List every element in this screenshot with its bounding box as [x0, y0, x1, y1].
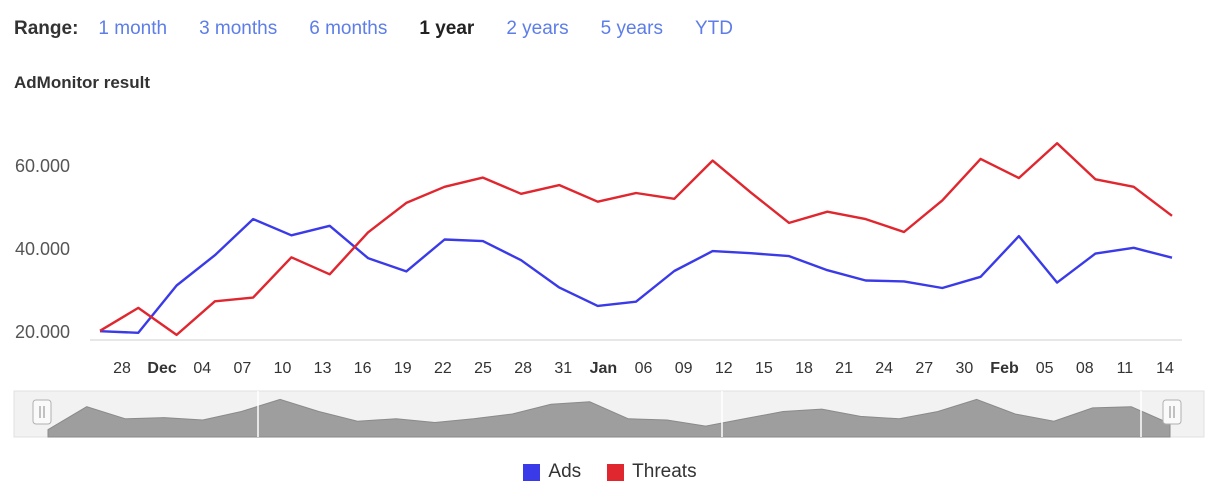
series-line-ads[interactable]	[99, 217, 1173, 334]
x-tick-label: 13	[314, 360, 332, 377]
range-label: Range:	[14, 18, 79, 39]
y-tick-label: 60.000	[15, 156, 70, 176]
x-tick-label: 12	[715, 360, 733, 377]
x-tick-label: 31	[554, 360, 572, 377]
x-tick-label: 09	[675, 360, 693, 377]
y-tick-label: 40.000	[15, 239, 70, 259]
x-axis: 28 Dec 04 07 10 13 16 19 22 25 28 31 Jan 06 09 12 15 18 21…	[113, 360, 1174, 377]
navigator[interactable]	[13, 390, 1205, 438]
range-option-6-months[interactable]: 6 months	[309, 18, 388, 39]
range-option-1-year[interactable]: 1 year	[419, 18, 475, 39]
x-tick-label: 05	[1036, 360, 1054, 377]
navigator-handle-right[interactable]	[1162, 399, 1182, 425]
x-tick-label: 21	[835, 360, 853, 377]
x-tick-label: 27	[915, 360, 933, 377]
x-tick-label: 15	[755, 360, 773, 377]
x-tick-label: 16	[354, 360, 372, 377]
range-selector: Range: 1 month 3 months 6 months 1 year …	[14, 14, 765, 44]
x-tick-label: 10	[274, 360, 292, 377]
range-option-3-months[interactable]: 3 months	[199, 18, 278, 39]
navigator-handle-left[interactable]	[32, 399, 52, 425]
x-tick-label: 19	[394, 360, 412, 377]
x-tick-label: 24	[875, 360, 893, 377]
x-tick-label: 11	[1117, 360, 1134, 377]
x-tick-label: 30	[956, 360, 974, 377]
legend: Ads Threats	[0, 458, 1220, 486]
x-tick-label: 14	[1156, 360, 1174, 377]
navigator-area	[47, 398, 1171, 438]
x-tick-label: 18	[795, 360, 813, 377]
x-tick-label: Dec	[147, 360, 176, 377]
y-tick-label: 20.000	[15, 322, 70, 342]
series-line-threats[interactable]	[99, 141, 1173, 337]
x-tick-label: 28	[113, 360, 131, 377]
legend-swatch-threats	[607, 463, 625, 481]
series-layer	[99, 141, 1173, 337]
x-tick-label: 04	[193, 360, 211, 377]
legend-item-ads[interactable]: Ads	[523, 461, 581, 483]
x-tick-label: 28	[514, 360, 532, 377]
range-option-2-years[interactable]: 2 years	[506, 18, 569, 39]
range-option-5-years[interactable]: 5 years	[600, 18, 663, 39]
legend-swatch-ads	[523, 463, 541, 481]
x-tick-label: Feb	[990, 360, 1019, 377]
legend-item-threats[interactable]: Threats	[607, 461, 697, 483]
chart-title: AdMonitor result	[14, 73, 150, 92]
legend-label-threats: Threats	[632, 461, 697, 482]
x-tick-label: 08	[1076, 360, 1094, 377]
x-tick-label: 06	[635, 360, 653, 377]
navigator-handle-left-grip[interactable]	[32, 399, 52, 425]
range-option-1-month[interactable]: 1 month	[98, 18, 168, 39]
x-tick-label: 25	[474, 360, 492, 377]
navigator-handle-right-grip[interactable]	[1162, 399, 1182, 425]
range-option-ytd[interactable]: YTD	[694, 18, 733, 39]
x-tick-label: 07	[233, 360, 251, 377]
x-tick-label: Jan	[590, 360, 618, 377]
legend-label-ads: Ads	[548, 461, 582, 482]
y-axis: 20.000 40.000 60.000	[15, 156, 70, 342]
x-tick-label: 22	[434, 360, 452, 377]
